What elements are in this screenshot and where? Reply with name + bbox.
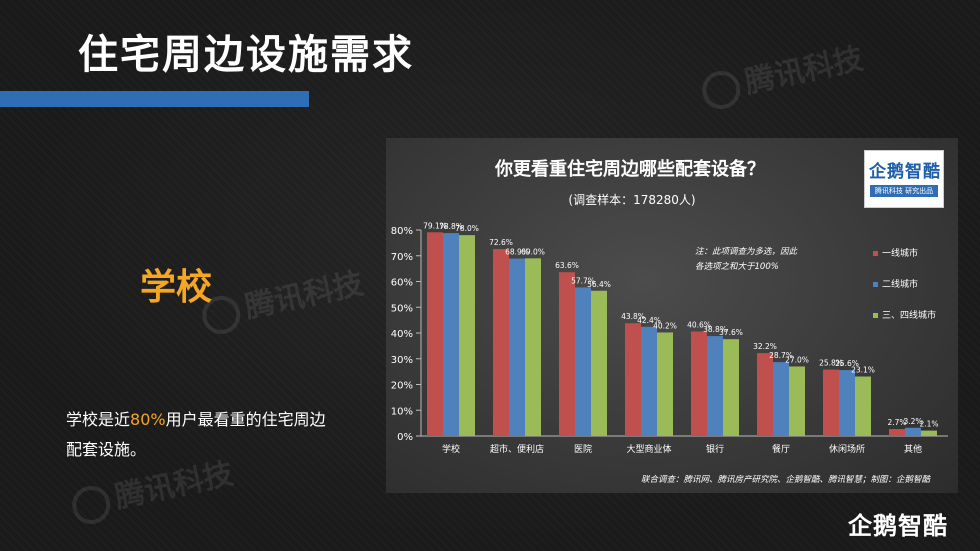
legend-label: 一线城市 — [882, 247, 918, 259]
data-label: 78.0% — [455, 224, 479, 233]
data-label: 42.4% — [637, 316, 661, 325]
logo-subtext: 腾讯科技 研究出品 — [870, 185, 938, 197]
side-text-before: 学校是近 — [66, 410, 131, 429]
bar — [657, 332, 673, 436]
bar — [839, 370, 855, 436]
corner-brand-logo: 企鹅智酷 — [848, 512, 948, 540]
y-tick-label: 10% — [391, 406, 413, 417]
data-label: 32.2% — [753, 342, 777, 351]
x-tick-label: 学校 — [442, 443, 460, 455]
bar — [823, 369, 839, 436]
legend-swatch — [873, 251, 878, 256]
bar — [493, 249, 509, 436]
x-tick-label: 餐厅 — [772, 443, 790, 455]
data-label: 57.7% — [571, 276, 595, 285]
x-tick-label: 超市、便利店 — [490, 443, 544, 455]
bar — [921, 430, 937, 436]
x-tick-label: 医院 — [574, 443, 592, 455]
chart-note: 注：此项调查为多选，因此 — [695, 246, 799, 257]
y-tick-label: 50% — [391, 303, 413, 314]
side-text-highlight: 80% — [130, 410, 166, 429]
y-tick-label: 60% — [391, 278, 413, 289]
page-title: 住宅周边设施需求 — [78, 32, 414, 78]
side-heading: 学校 — [140, 267, 213, 308]
y-tick-label: 0% — [397, 432, 413, 443]
data-label: 25.8% — [819, 359, 843, 368]
data-label: 27.0% — [785, 355, 809, 364]
data-label: 3.2% — [903, 417, 922, 426]
x-tick-label: 其他 — [904, 443, 922, 455]
side-description: 学校是近80%用户最看重的住宅周边配套设施。 — [66, 405, 341, 465]
bar — [591, 290, 607, 436]
data-label: 43.8% — [621, 312, 645, 321]
data-label: 37.6% — [719, 328, 743, 337]
data-label: 69.0% — [521, 247, 545, 256]
bar — [757, 353, 773, 436]
data-label: 25.6% — [835, 359, 859, 368]
side-text-after: 用户最看重的住宅周边配套设施。 — [66, 410, 326, 459]
legend-swatch — [873, 313, 878, 318]
title-underline-bar — [0, 91, 309, 107]
bar — [427, 232, 443, 436]
bar — [559, 272, 575, 436]
data-label: 78.8% — [439, 222, 463, 231]
bar — [625, 323, 641, 436]
chart-title: 你更看重住宅周边哪些配套设备？ — [494, 158, 765, 180]
x-tick-label: 休闲场所 — [829, 443, 865, 455]
legend-swatch — [873, 282, 878, 287]
bar — [855, 376, 871, 436]
data-label: 2.1% — [919, 420, 938, 429]
bar — [509, 258, 525, 436]
bar — [789, 366, 805, 436]
y-tick-label: 40% — [391, 329, 413, 340]
y-tick-label: 30% — [391, 355, 413, 366]
bar — [905, 427, 921, 436]
data-label: 38.8% — [703, 325, 727, 334]
chart-subtitle: (调查样本：178280人) — [568, 192, 695, 207]
y-tick-label: 80% — [391, 226, 413, 237]
x-tick-label: 银行 — [706, 443, 724, 455]
data-label: 28.7% — [769, 351, 793, 360]
data-label: 40.6% — [687, 320, 711, 329]
legend-label: 三、四线城市 — [882, 309, 936, 321]
bar — [773, 362, 789, 436]
data-label: 2.7% — [887, 418, 906, 427]
chart-note: 各选项之和大于100% — [695, 261, 779, 272]
chart-source: 联合调查：腾讯网、腾讯房产研究院、企鹅智酷、腾讯智慧；制图：企鹅智酷 — [641, 474, 932, 485]
bar — [459, 235, 475, 436]
data-label: 79.1% — [423, 221, 447, 230]
bar — [575, 287, 591, 436]
bar — [525, 258, 541, 436]
data-label: 23.1% — [851, 366, 875, 375]
data-label: 56.4% — [587, 280, 611, 289]
data-label: 68.9% — [505, 248, 529, 257]
bar — [889, 429, 905, 436]
x-tick-label: 大型商业体 — [626, 443, 671, 455]
data-label: 63.6% — [555, 261, 579, 270]
data-label: 40.2% — [653, 321, 677, 330]
chart-brand-logo: 企鹅智酷 腾讯科技 研究出品 — [864, 150, 944, 208]
y-tick-label: 70% — [391, 252, 413, 263]
logo-text: 企鹅智酷 — [869, 162, 941, 182]
y-tick-label: 20% — [391, 381, 413, 392]
bar — [641, 326, 657, 436]
bar — [707, 336, 723, 436]
bar — [691, 331, 707, 436]
bar — [443, 233, 459, 436]
data-label: 72.6% — [489, 238, 513, 247]
legend-label: 二线城市 — [882, 278, 918, 290]
bar — [723, 339, 739, 436]
